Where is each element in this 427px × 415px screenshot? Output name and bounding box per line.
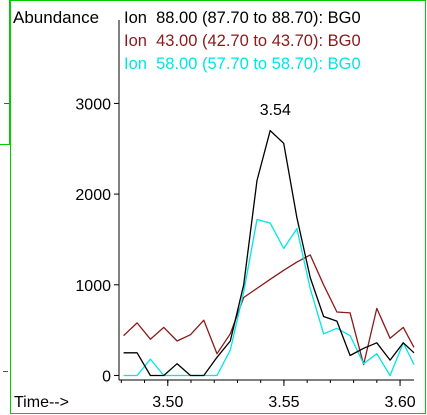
series-line-2 [123,218,415,377]
side-tick [4,103,9,104]
series-line-0 [123,129,415,377]
y-tick-label: 2000 [75,187,111,204]
x-tick-label: 3.50 [152,394,183,411]
side-panel-edge [0,0,10,145]
legend-entry-2: Ion 58.00 (57.70 to 58.70): BG0 [124,55,361,73]
legend-entry-0: Ion 88.00 (87.70 to 88.70): BG0 [124,9,361,27]
y-tick-label: 3000 [75,96,111,113]
peak-annotation: 3.54 [260,102,291,119]
side-tick-lower [3,371,8,372]
y-tick-label: 1000 [75,278,111,295]
chart-frame [10,0,426,414]
series-line-1 [123,254,415,366]
y-tick-label: 0 [102,368,111,385]
x-tick-label: 3.60 [384,394,415,411]
x-axis-title: Time--> [14,394,69,411]
x-tick-label: 3.55 [268,394,299,411]
y-axis-title: Abundance [13,8,99,27]
legend-entry-1: Ion 43.00 (42.70 to 43.70): BG0 [124,32,361,50]
